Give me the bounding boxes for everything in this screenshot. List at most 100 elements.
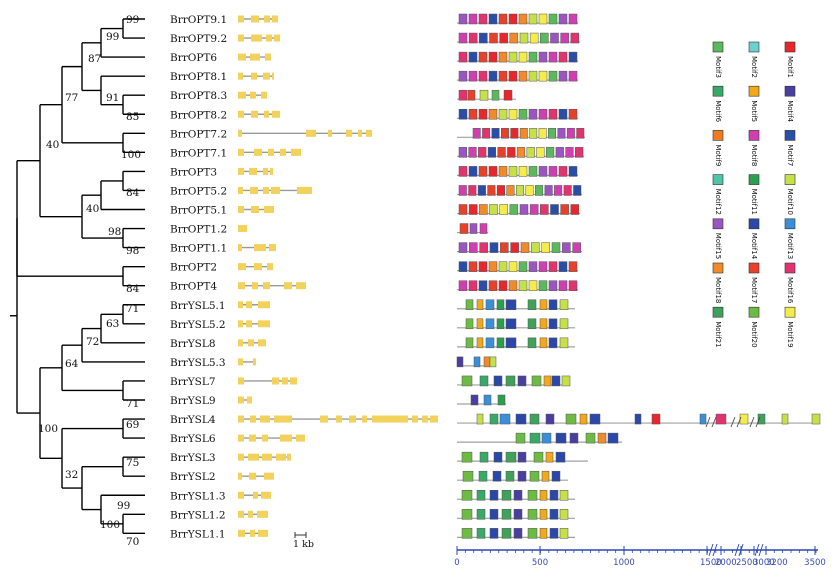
motif-box <box>468 70 478 82</box>
exon-box <box>248 453 259 461</box>
motif-box <box>568 109 578 120</box>
motif-box <box>549 490 559 501</box>
motif-box <box>559 490 569 501</box>
motif-box <box>538 280 548 291</box>
bootstrap-value: 99 <box>126 14 139 26</box>
motif-box <box>498 13 508 25</box>
exon-box <box>258 301 270 309</box>
exon-box <box>261 491 271 499</box>
exon-box <box>238 301 243 309</box>
legend-label: Motif21 <box>714 321 722 347</box>
motif-box <box>476 413 484 425</box>
motif-box <box>560 204 569 215</box>
axis-tick-label: 0 <box>454 558 459 568</box>
motif-box <box>562 242 571 253</box>
motif-box <box>458 204 468 215</box>
exon-box <box>422 415 428 423</box>
exon-box <box>261 91 267 99</box>
motif-box <box>548 13 558 25</box>
motif-box <box>478 13 488 25</box>
gene-label: BrrYSL7 <box>170 376 216 388</box>
axis-break <box>708 543 714 557</box>
bootstrap-value: 98 <box>126 245 139 257</box>
motif-box <box>585 432 596 444</box>
motif-box <box>508 280 518 291</box>
exon-box <box>250 529 255 537</box>
motif-box <box>461 375 473 387</box>
exon-box <box>260 415 270 423</box>
motif-box <box>519 32 529 44</box>
motif-box <box>570 204 580 215</box>
motif-box <box>487 147 497 158</box>
exon-box <box>249 472 256 480</box>
motif-box <box>527 509 538 520</box>
motif-box <box>496 299 505 310</box>
exon-box <box>238 244 242 252</box>
motif-box <box>465 337 474 349</box>
motif-box <box>519 204 529 215</box>
motif-box <box>548 337 558 349</box>
motif-box <box>781 413 789 425</box>
motif-box <box>468 13 478 25</box>
gene-label: BrrYSL2 <box>170 471 216 483</box>
motif-box <box>518 261 528 272</box>
gene-label: BrrYSL6 <box>170 433 216 445</box>
motif-box <box>548 299 558 310</box>
motif-box <box>539 299 548 310</box>
motif-box <box>458 280 468 291</box>
motif-box <box>560 32 569 44</box>
gene-label: BrrOPT2 <box>170 262 217 274</box>
motif-box <box>507 147 516 158</box>
motif-box <box>539 318 548 330</box>
exon-box <box>238 53 246 61</box>
axis-tick-label: 1000 <box>613 558 635 568</box>
gene-label: BrrYSL1.3 <box>170 490 226 502</box>
legend-swatch <box>712 174 724 185</box>
exon-box <box>282 377 288 385</box>
motif-box <box>570 32 580 44</box>
motif-box <box>568 280 578 291</box>
motif-box <box>501 509 512 520</box>
motif-box <box>469 223 478 234</box>
exon-box <box>265 53 271 61</box>
motif-box <box>505 337 517 349</box>
axis-break <box>738 543 744 557</box>
exon-box <box>280 434 292 442</box>
exon-box <box>251 15 259 23</box>
motif-box <box>527 299 537 310</box>
motif-box <box>538 70 548 82</box>
gene-label: BrrYSL9 <box>170 395 216 407</box>
exon-box <box>272 15 278 23</box>
exon-box <box>274 415 292 423</box>
motif-box <box>539 528 548 539</box>
exon-box <box>238 91 246 99</box>
legend-label: Motif4 <box>786 100 794 122</box>
exon-box <box>238 263 246 271</box>
motif-box <box>526 147 535 158</box>
bootstrap-value: 71 <box>126 303 139 315</box>
legend-swatch <box>748 262 760 274</box>
exon-box <box>336 415 342 423</box>
motif-box <box>462 470 474 482</box>
motif-box <box>558 261 568 272</box>
motif-box <box>634 413 642 425</box>
motif-box <box>458 166 468 177</box>
motif-box <box>558 13 568 25</box>
bootstrap-value: 40 <box>86 203 99 215</box>
motif-box <box>501 128 509 139</box>
motif-box <box>489 490 499 501</box>
motif-box <box>545 147 555 158</box>
motif-box <box>489 242 499 253</box>
motif-box <box>548 166 558 177</box>
exon-box <box>251 34 262 42</box>
legend-swatch <box>748 306 760 318</box>
motif-box <box>559 337 569 349</box>
motif-box <box>468 147 477 158</box>
motif-box <box>489 356 497 368</box>
exon-box <box>262 453 272 461</box>
motif-box <box>488 109 498 120</box>
exon-box <box>296 434 305 442</box>
bootstrap-value: 84 <box>126 283 140 295</box>
